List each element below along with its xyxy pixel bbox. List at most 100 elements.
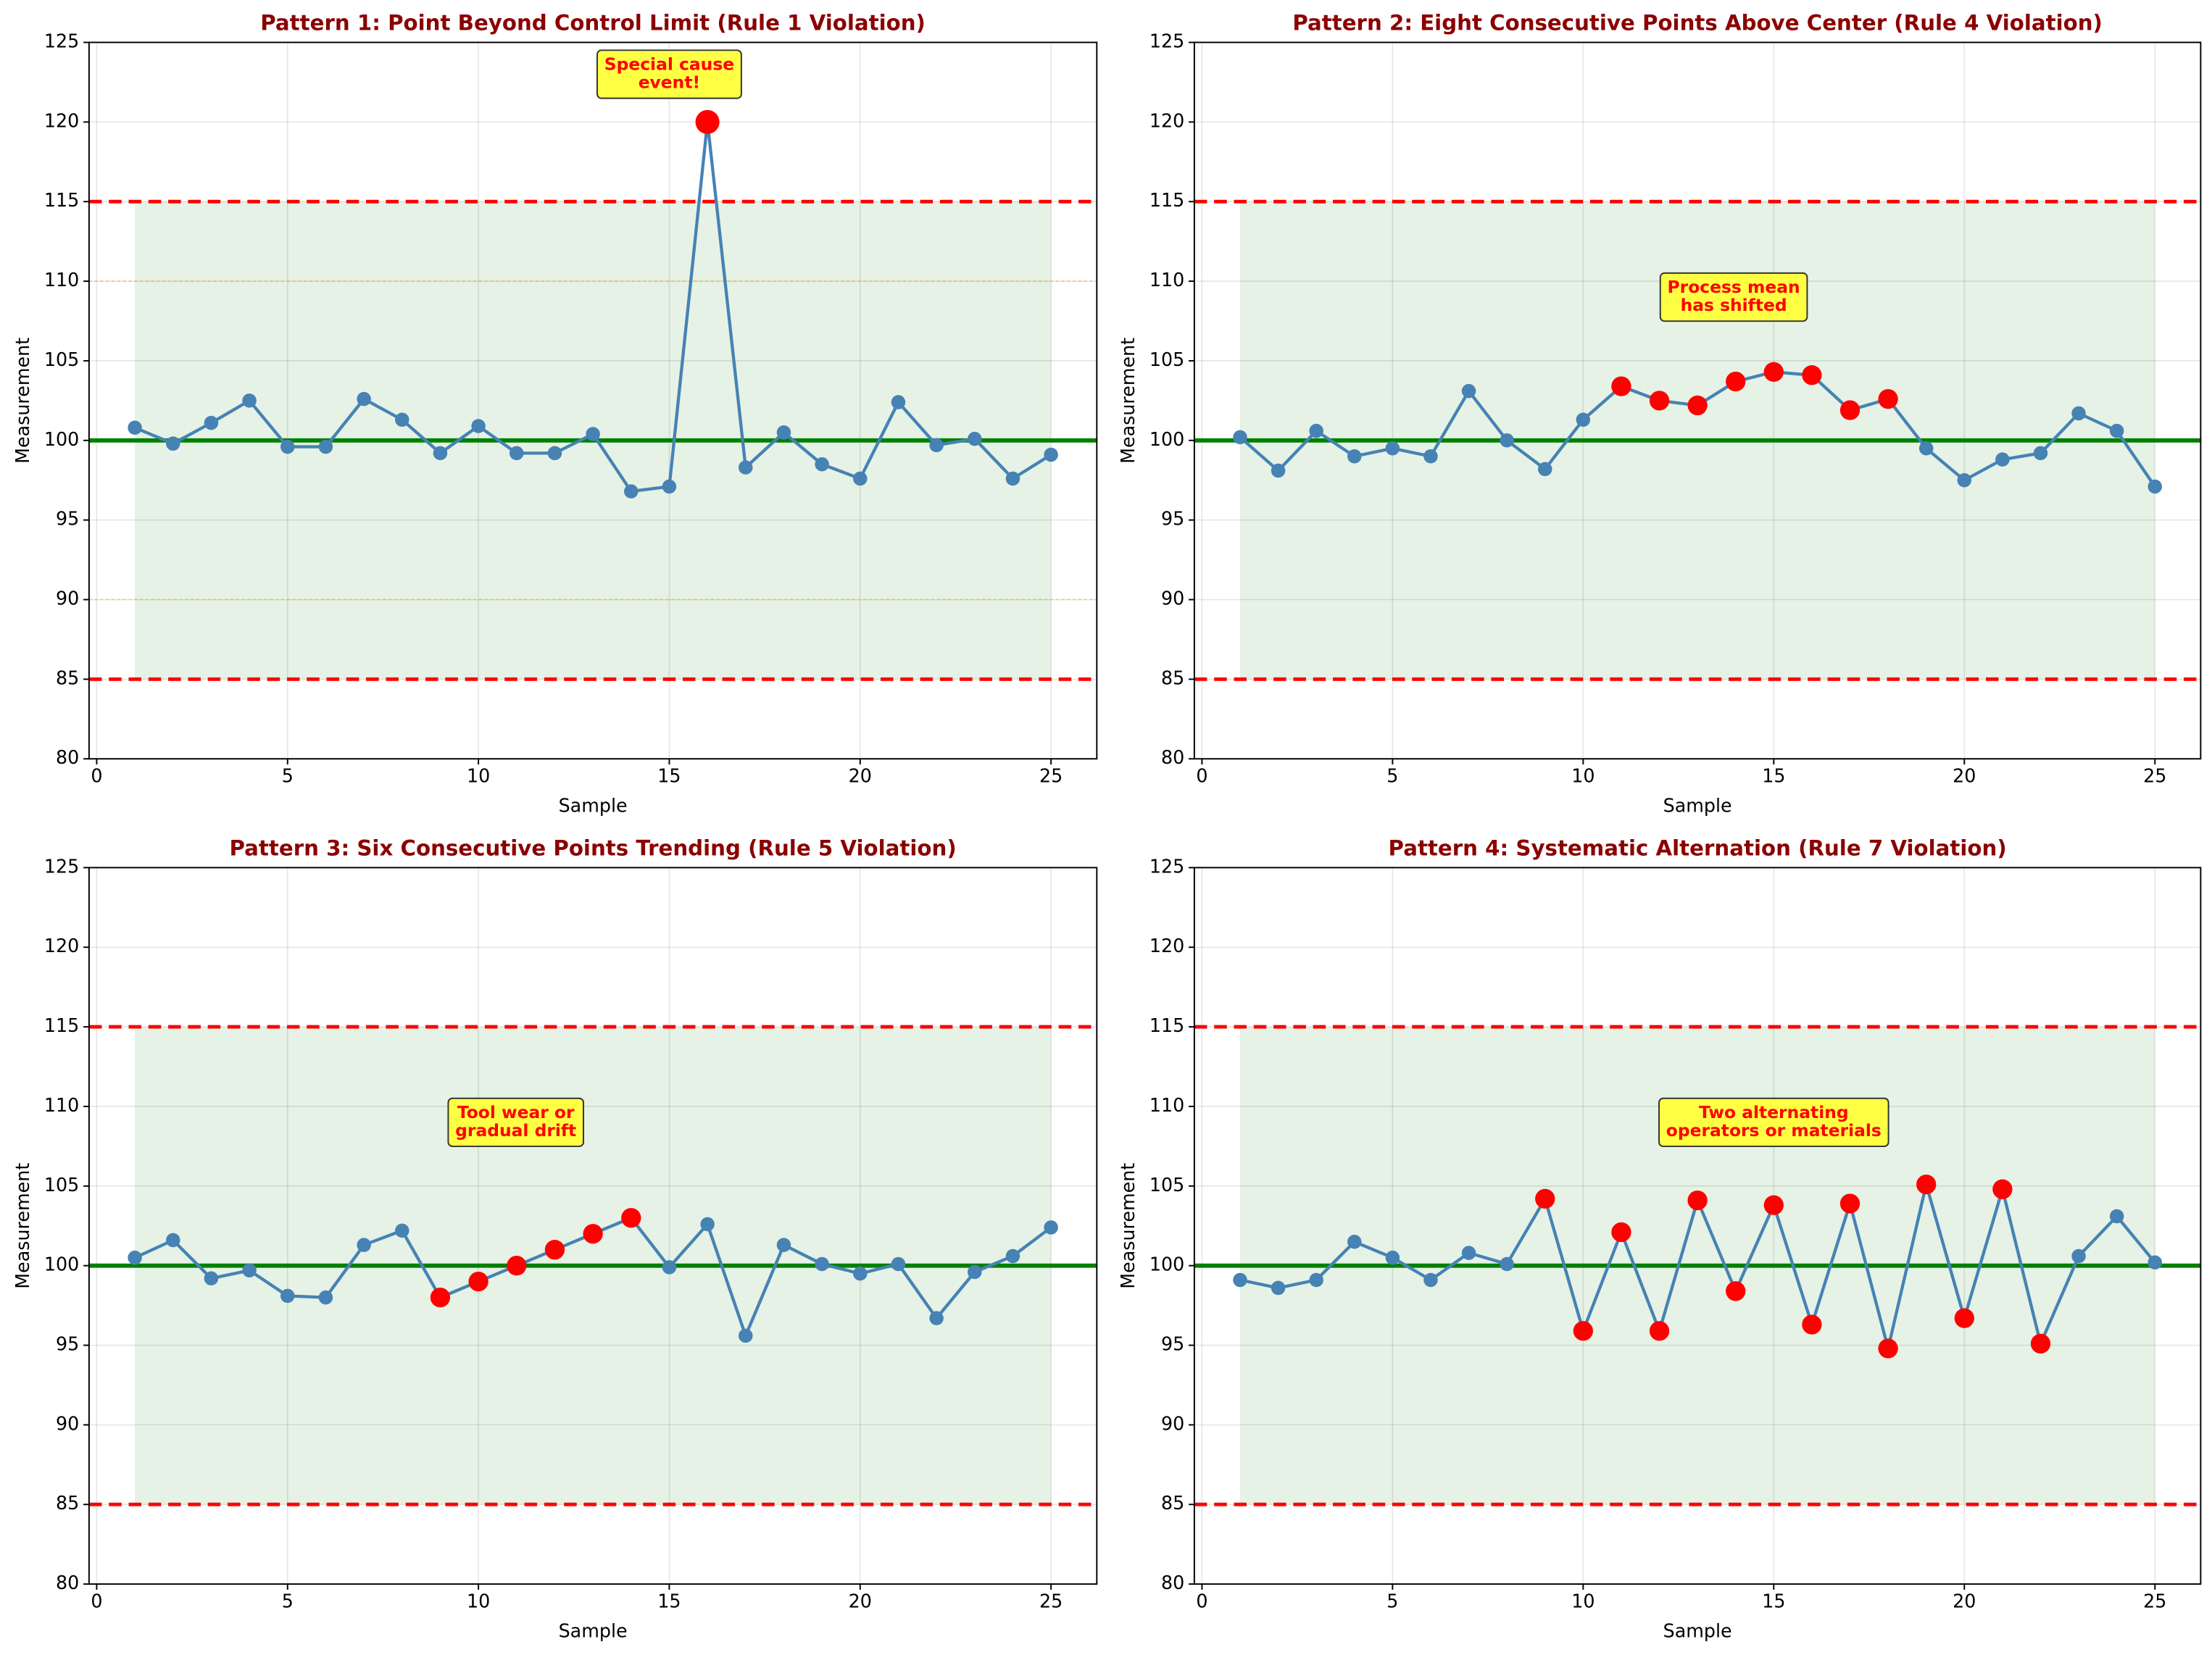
data-point bbox=[357, 1238, 371, 1252]
chart-title: Pattern 1: Point Beyond Control Limit (R… bbox=[260, 11, 926, 36]
highlight-point bbox=[621, 1208, 641, 1228]
axes-frame bbox=[88, 867, 1098, 1585]
y-tick-label: 95 bbox=[1161, 1333, 1184, 1355]
data-point bbox=[586, 427, 600, 441]
data-point bbox=[165, 436, 180, 451]
y-tick-label: 120 bbox=[1149, 109, 1184, 131]
data-point bbox=[2147, 479, 2163, 494]
data-point bbox=[1309, 423, 1323, 438]
data-point bbox=[395, 1223, 409, 1238]
y-tick-label: 80 bbox=[1161, 746, 1184, 768]
y-tick-label: 115 bbox=[44, 189, 79, 211]
y-tick-label: 120 bbox=[1149, 935, 1184, 956]
data-point bbox=[204, 1271, 219, 1286]
highlight-point bbox=[1649, 391, 1670, 411]
highlight-point bbox=[2030, 1333, 2051, 1354]
data-point bbox=[891, 1256, 906, 1272]
data-point bbox=[471, 419, 486, 433]
highlight-point bbox=[1535, 1188, 1555, 1209]
y-tick-label: 85 bbox=[56, 667, 79, 688]
highlight-point bbox=[1916, 1174, 1937, 1195]
data-point bbox=[1918, 441, 1934, 456]
data-point bbox=[1461, 383, 1476, 399]
data-point bbox=[1957, 472, 1972, 488]
data-point bbox=[318, 439, 333, 454]
axes-frame bbox=[1193, 41, 2202, 760]
chart-title: Pattern 4: Systematic Alternation (Rule … bbox=[1389, 836, 2007, 861]
annotation-box bbox=[1658, 1097, 1889, 1148]
y-tick-label: 120 bbox=[44, 935, 79, 956]
x-tick-label: 0 bbox=[1196, 1590, 1207, 1612]
data-point bbox=[2109, 1209, 2124, 1224]
data-point bbox=[662, 1260, 677, 1275]
highlight-point bbox=[1802, 1314, 1822, 1335]
chart-title: Pattern 2: Eight Consecutive Points Abov… bbox=[1292, 11, 2103, 36]
x-tick-label: 25 bbox=[1039, 1590, 1063, 1612]
highlight-point bbox=[1687, 395, 1708, 416]
y-tick-label: 105 bbox=[1149, 1174, 1184, 1196]
highlight-point bbox=[1687, 1190, 1708, 1211]
data-point bbox=[815, 1256, 829, 1272]
y-tick-label: 85 bbox=[1161, 667, 1184, 688]
annotation-text: Special cause bbox=[604, 54, 734, 74]
x-tick-label: 25 bbox=[2143, 765, 2166, 787]
x-tick-label: 0 bbox=[91, 1590, 102, 1612]
y-tick-label: 85 bbox=[56, 1492, 79, 1514]
y-tick-label: 125 bbox=[1149, 855, 1184, 877]
data-point bbox=[242, 393, 257, 408]
data-point bbox=[128, 420, 142, 435]
subplot: 0 5 10 15 20 25 80 85 90 95 100 105 110 115 120 125 Samp… bbox=[1117, 836, 2202, 1641]
y-axis-label: Measurement bbox=[12, 338, 33, 464]
data-point bbox=[1271, 463, 1286, 478]
highlight-point bbox=[1726, 1281, 1746, 1301]
annotation-text: Two alternating bbox=[1699, 1102, 1849, 1122]
y-tick-label: 125 bbox=[1149, 30, 1184, 52]
data-point bbox=[1233, 1272, 1247, 1288]
highlight-point bbox=[1802, 365, 1822, 385]
chart-title: Pattern 3: Six Consecutive Points Trendi… bbox=[230, 836, 957, 861]
subplot: 0 5 10 15 20 25 80 85 90 95 100 105 110 115 120 125 Samp… bbox=[12, 836, 1098, 1641]
data-point bbox=[280, 1288, 295, 1304]
data-point bbox=[1461, 1246, 1476, 1260]
x-tick-label: 10 bbox=[1571, 765, 1594, 787]
annotation-text: Process mean bbox=[1668, 277, 1800, 297]
annotation-text: has shifted bbox=[1681, 295, 1787, 315]
annotation-box bbox=[596, 49, 742, 99]
y-tick-label: 80 bbox=[56, 1572, 79, 1593]
data-point bbox=[853, 1266, 868, 1281]
y-tick-label: 120 bbox=[44, 109, 79, 131]
x-tick-label: 10 bbox=[1571, 1590, 1594, 1612]
data-point bbox=[280, 439, 295, 454]
highlight-point bbox=[544, 1240, 565, 1260]
y-tick-label: 125 bbox=[44, 855, 79, 877]
data-point bbox=[739, 1328, 753, 1343]
annotation-text: gradual drift bbox=[455, 1120, 576, 1141]
x-axis-label: Sample bbox=[1663, 795, 1732, 817]
data-point bbox=[1271, 1280, 1286, 1296]
data-point bbox=[700, 1217, 715, 1232]
data-point bbox=[1423, 449, 1438, 464]
data-point bbox=[1005, 471, 1020, 486]
data-point bbox=[1500, 1256, 1514, 1272]
highlight-point bbox=[1649, 1321, 1670, 1341]
data-point bbox=[318, 1290, 333, 1305]
y-tick-label: 100 bbox=[44, 428, 79, 450]
x-tick-label: 10 bbox=[467, 765, 490, 787]
data-point bbox=[2147, 1255, 2163, 1270]
x-tick-label: 5 bbox=[1386, 1590, 1398, 1612]
data-point bbox=[1233, 430, 1247, 445]
highlight-point bbox=[1611, 1222, 1631, 1243]
axes-frame bbox=[1193, 867, 2202, 1585]
x-tick-label: 15 bbox=[1762, 765, 1785, 787]
highlight-point bbox=[1878, 1338, 1898, 1359]
data-point bbox=[1309, 1272, 1323, 1288]
data-point bbox=[1538, 462, 1552, 477]
annotation-box bbox=[447, 1097, 584, 1148]
subplot: 0 5 10 15 20 25 80 85 90 95 100 105 110 115 120 125 Samp… bbox=[12, 11, 1098, 817]
y-tick-label: 100 bbox=[44, 1254, 79, 1275]
y-tick-label: 110 bbox=[1149, 1094, 1184, 1116]
